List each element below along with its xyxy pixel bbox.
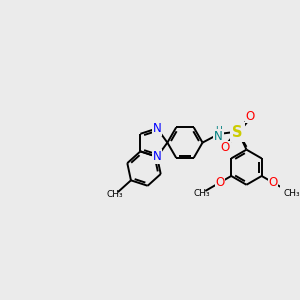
Text: N: N xyxy=(214,130,223,143)
Text: O: O xyxy=(245,110,255,123)
Text: O: O xyxy=(268,176,278,189)
Text: S: S xyxy=(232,124,243,140)
Text: H: H xyxy=(215,126,222,135)
Text: CH₃: CH₃ xyxy=(283,189,300,198)
Text: O: O xyxy=(221,142,230,154)
Text: N: N xyxy=(153,150,161,163)
Text: CH₃: CH₃ xyxy=(107,190,124,199)
Text: N: N xyxy=(153,122,161,135)
Text: O: O xyxy=(215,176,224,189)
Text: CH₃: CH₃ xyxy=(193,189,210,198)
